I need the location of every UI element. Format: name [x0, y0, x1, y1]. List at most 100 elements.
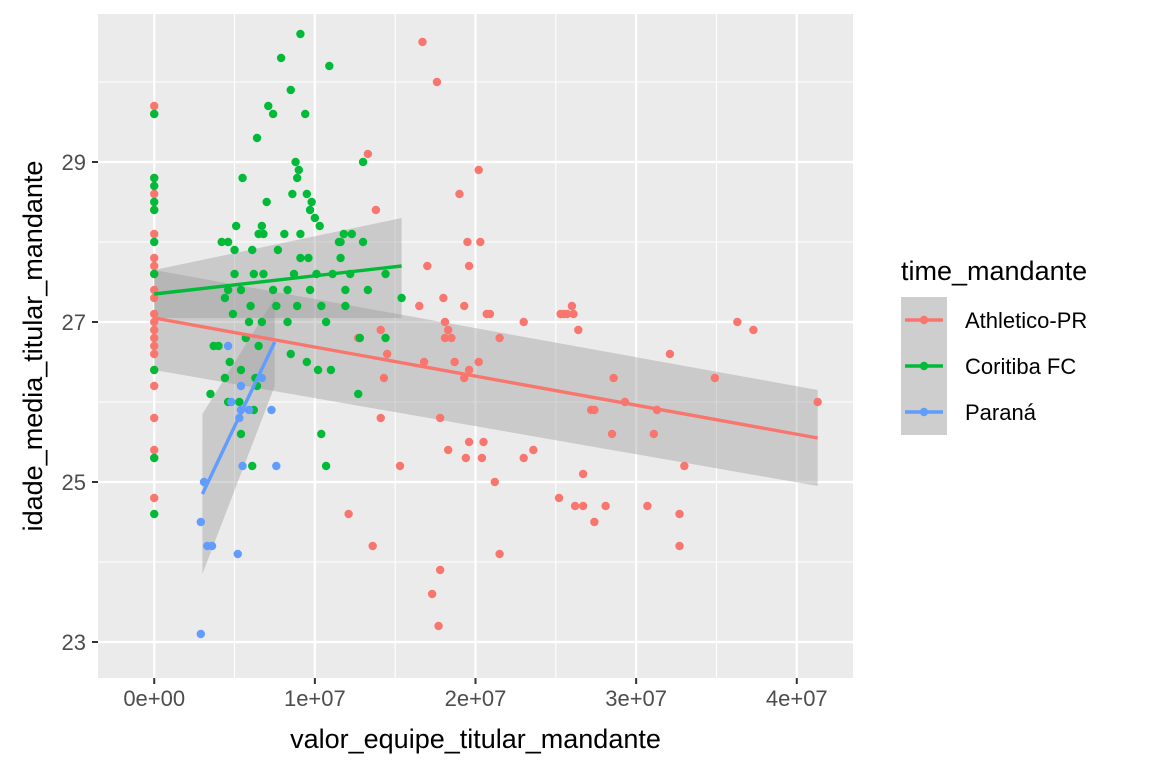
data-point-athletico-pr	[150, 445, 159, 455]
data-point-athletico-pr	[450, 357, 459, 367]
data-point-coritiba-fc	[150, 269, 159, 279]
data-point-athletico-pr	[443, 325, 453, 335]
data-point-athletico-pr	[813, 397, 822, 407]
data-point-coritiba-fc	[286, 349, 295, 359]
data-point-athletico-pr	[150, 341, 159, 351]
data-point-coritiba-fc	[321, 461, 331, 471]
data-point-coritiba-fc	[244, 317, 254, 327]
data-point-coritiba-fc	[276, 53, 286, 63]
data-point-coritiba-fc	[397, 293, 406, 303]
data-point-athletico-pr	[439, 293, 448, 303]
data-point-athletico-pr	[427, 589, 437, 599]
legend-key-point-paran-	[919, 407, 929, 417]
data-point-coritiba-fc	[336, 253, 345, 263]
data-point-coritiba-fc	[358, 237, 368, 247]
data-point-coritiba-fc	[272, 301, 281, 311]
data-point-coritiba-fc	[305, 205, 315, 215]
data-point-coritiba-fc	[291, 157, 300, 167]
data-point-coritiba-fc	[341, 285, 350, 295]
data-point-athletico-pr	[586, 405, 596, 415]
data-point-coritiba-fc	[302, 357, 312, 367]
data-point-athletico-pr	[578, 501, 588, 511]
data-point-coritiba-fc	[292, 173, 302, 183]
data-point-coritiba-fc	[220, 293, 230, 303]
data-point-athletico-pr	[464, 261, 474, 271]
data-point-athletico-pr	[435, 565, 445, 575]
data-point-athletico-pr	[601, 501, 610, 511]
data-point-athletico-pr	[519, 453, 528, 463]
data-point-athletico-pr	[150, 261, 159, 271]
data-point-coritiba-fc	[363, 285, 373, 295]
data-point-athletico-pr	[395, 461, 405, 471]
data-point-athletico-pr	[562, 309, 572, 319]
y-axis-title: idade_media_titular_mandante	[18, 161, 48, 532]
data-point-athletico-pr	[570, 501, 580, 511]
data-point-coritiba-fc	[150, 197, 159, 207]
data-point-athletico-pr	[474, 165, 483, 175]
data-point-coritiba-fc	[302, 189, 312, 199]
data-point-coritiba-fc	[296, 229, 305, 239]
data-point-athletico-pr	[443, 445, 453, 455]
data-point-athletico-pr	[607, 429, 617, 439]
data-point-coritiba-fc	[307, 197, 316, 207]
data-point-coritiba-fc	[336, 237, 345, 247]
x-tick-label: 4e+07	[766, 686, 828, 711]
data-point-coritiba-fc	[206, 389, 215, 399]
data-point-coritiba-fc	[230, 245, 239, 255]
data-point-paran-	[267, 405, 276, 415]
data-point-paran-	[223, 341, 233, 351]
data-point-athletico-pr	[476, 237, 485, 247]
data-point-coritiba-fc	[248, 245, 257, 255]
data-point-coritiba-fc	[294, 165, 303, 175]
data-point-coritiba-fc	[292, 301, 302, 311]
data-point-coritiba-fc	[257, 317, 267, 327]
data-point-athletico-pr	[460, 301, 469, 311]
trend-line-athletico-pr	[153, 316, 818, 440]
legend-items: Athletico-PR Coritiba FC Paraná	[901, 297, 1087, 435]
data-point-coritiba-fc	[317, 429, 326, 439]
data-point-paran-	[196, 629, 206, 639]
trend-line-paran-	[200, 341, 277, 495]
y-axis-ticks: 23 25 27 29	[62, 150, 98, 655]
data-point-athletico-pr	[150, 293, 159, 303]
data-point-coritiba-fc	[315, 221, 324, 231]
data-point-coritiba-fc	[254, 341, 263, 351]
data-point-athletico-pr	[490, 477, 499, 487]
legend-label-coritiba-fc: Coritiba FC	[965, 354, 1076, 379]
data-point-athletico-pr	[590, 517, 599, 527]
data-point-coritiba-fc	[268, 109, 278, 119]
data-point-athletico-pr	[609, 373, 618, 383]
data-point-coritiba-fc	[150, 173, 159, 183]
data-point-coritiba-fc	[321, 317, 331, 327]
trend-lines	[153, 264, 818, 495]
data-point-coritiba-fc	[289, 269, 299, 279]
data-point-coritiba-fc	[259, 229, 268, 239]
data-point-athletico-pr	[529, 445, 538, 455]
data-point-coritiba-fc	[273, 245, 283, 255]
data-point-coritiba-fc	[257, 221, 267, 231]
data-point-coritiba-fc	[305, 285, 315, 295]
data-point-athletico-pr	[461, 453, 471, 463]
data-point-coritiba-fc	[223, 285, 233, 295]
data-point-coritiba-fc	[225, 357, 234, 367]
data-point-athletico-pr	[749, 325, 758, 335]
data-point-coritiba-fc	[150, 237, 159, 247]
data-point-athletico-pr	[485, 309, 495, 319]
data-point-coritiba-fc	[238, 173, 247, 183]
x-tick-label: 1e+07	[284, 686, 346, 711]
data-point-coritiba-fc	[283, 285, 292, 295]
x-axis-title: valor_equipe_titular_mandante	[290, 724, 661, 754]
data-point-athletico-pr	[675, 509, 684, 519]
data-point-coritiba-fc	[217, 237, 226, 247]
data-point-athletico-pr	[434, 621, 443, 631]
data-point-coritiba-fc	[339, 229, 348, 239]
data-point-coritiba-fc	[354, 389, 363, 399]
data-point-coritiba-fc	[355, 333, 365, 343]
data-point-athletico-pr	[150, 381, 159, 391]
trend-line-coritiba-fc	[154, 264, 402, 296]
data-point-athletico-pr	[464, 437, 474, 447]
data-point-coritiba-fc	[220, 373, 230, 383]
data-point-coritiba-fc	[236, 285, 246, 295]
data-point-coritiba-fc	[150, 109, 159, 119]
